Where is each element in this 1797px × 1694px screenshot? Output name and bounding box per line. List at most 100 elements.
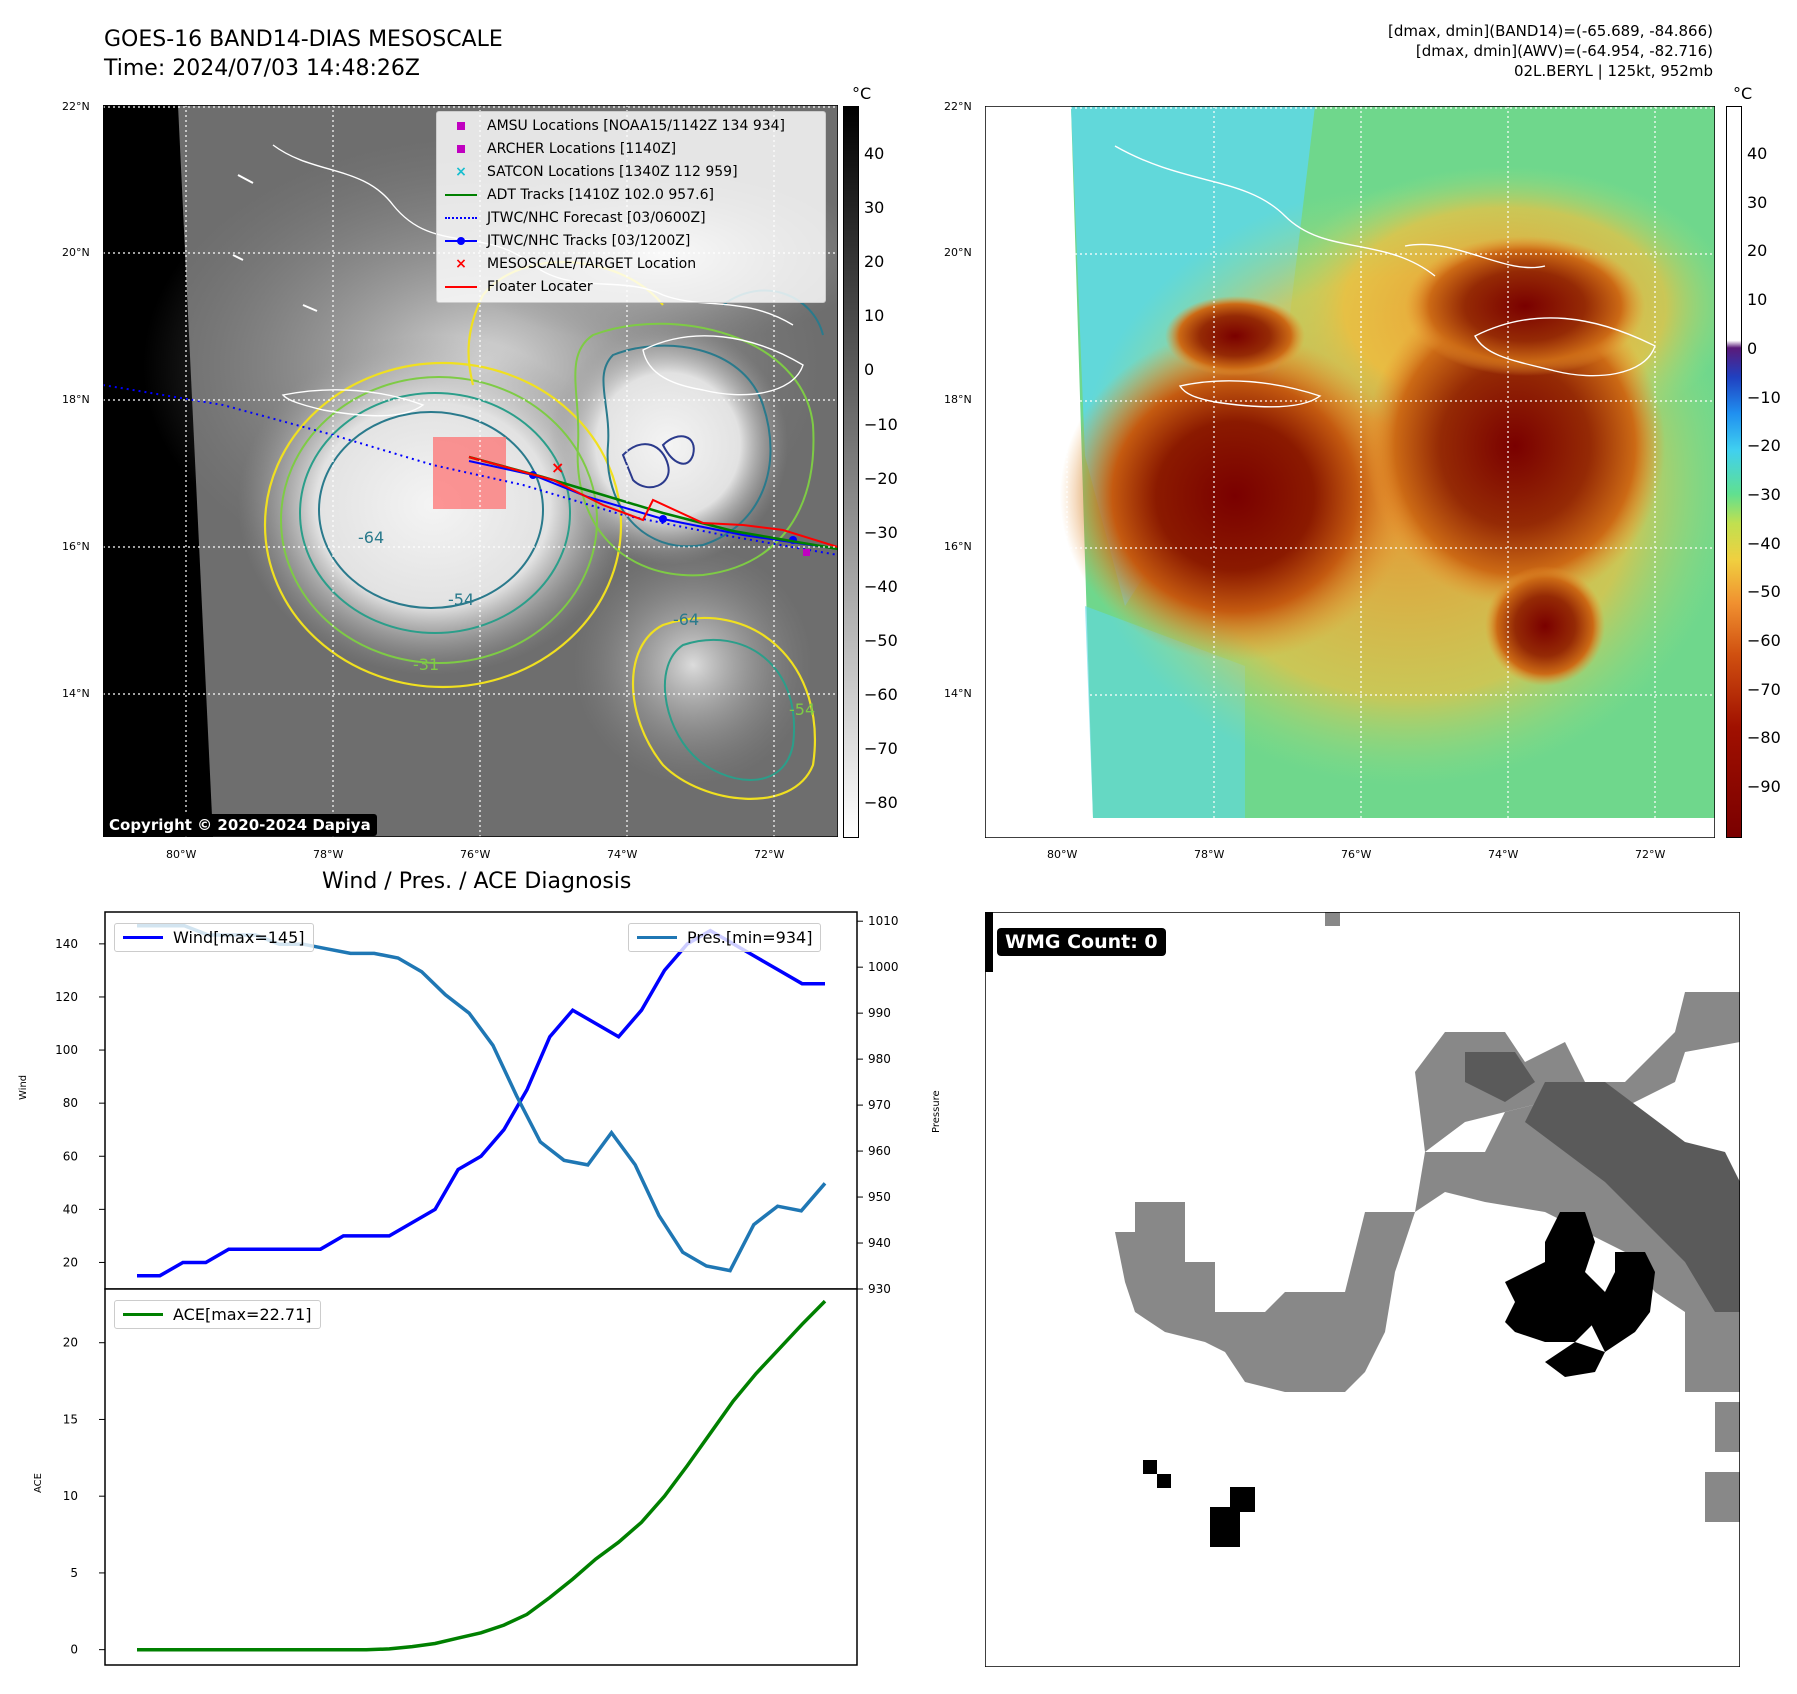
wind-legend-label: Wind[max=145] [173,928,305,947]
awv-colorbar-tick: −90 [1747,777,1781,797]
gray-colorbar-tick: −40 [864,576,898,596]
lat-tick-label: 22°N [62,100,90,113]
lat-tick-label: 16°N [944,540,972,553]
awv-colorbar-tick: −60 [1747,631,1781,650]
gray-colorbar-tick: −20 [864,468,898,488]
info-band14-range: [dmax, dmin](BAND14)=(-65.689, -84.866) [1388,22,1713,40]
pres-tick-label: 980 [868,1052,891,1066]
pres-tick-label: 990 [868,1006,891,1020]
legend-label: ADT Tracks [1410Z 102.0 957.6] [487,187,714,203]
pres-legend: Pres.[min=934] [628,923,822,952]
gray-colorbar-tick: 10 [864,306,885,326]
pres-legend-swatch [637,936,677,939]
ace-legend: ACE[max=22.71] [114,1300,321,1329]
map-legend: AMSU Locations [NOAA15/1142Z 134 934] ARC… [436,111,826,303]
legend-item: AMSU Locations [NOAA15/1142Z 134 934] [443,116,785,136]
lon-tick-label: 76°W [1341,848,1372,861]
lat-tick-label: 20°N [944,246,972,259]
contour-label: -64 [673,610,699,629]
gray-colorbar-tick: 30 [864,198,885,218]
wind-tick-label: 40 [63,1202,78,1216]
ace-tick-label: 15 [63,1412,78,1426]
contour-label: -31 [413,655,439,674]
awv-colorbar [1726,106,1742,838]
ace-line [137,1299,827,1652]
awv-colorbar-tick: −10 [1747,387,1781,407]
ace-tick-label: 0 [70,1643,78,1657]
ace-legend-swatch [123,1313,163,1316]
gray-colorbar-tick: 0 [864,360,875,380]
gray-colorbar-tick: 20 [864,252,885,272]
legend-marker [443,187,479,203]
awv-colorbar-tick: −50 [1747,582,1781,602]
legend-item: ARCHER Locations [1140Z] [443,139,676,159]
awv-colorbar-tick: −70 [1747,679,1781,699]
legend-label: JTWC/NHC Forecast [03/0600Z] [487,210,706,226]
awv-colorbar-unit: °C [1733,84,1753,103]
legend-item: × MESOSCALE/TARGET Location [443,254,696,274]
lon-tick-label: 72°W [754,848,785,861]
lat-tick-label: 22°N [944,100,972,113]
awv-colorbar-tick: 30 [1747,192,1768,212]
lat-tick-label: 20°N [62,246,90,259]
legend-label: Floater Locater [487,279,593,295]
lon-tick-label: 74°W [1488,848,1519,861]
wind-legend-swatch [123,936,163,939]
legend-item: JTWC/NHC Forecast [03/0600Z] [443,208,706,228]
legend-label: ARCHER Locations [1140Z] [487,141,677,157]
pres-tick-label: 950 [868,1190,891,1204]
awv-colorbar-tick: 40 [1747,144,1768,163]
awv-colorbar-tick: −30 [1747,484,1781,504]
figure-title-line1: GOES-16 BAND14-DIAS MESOSCALE [104,27,503,52]
legend-marker [443,279,479,295]
gray-colorbar-unit: °C [852,84,872,103]
legend-item: × SATCON Locations [1340Z 112 959] [443,162,738,182]
lon-tick-label: 78°W [1194,848,1225,861]
legend-label: AMSU Locations [NOAA15/1142Z 134 934] [487,118,786,134]
gray-colorbar-tick: 40 [864,144,885,163]
gray-colorbar-tick: −50 [864,630,898,650]
ace-tick-label: 5 [70,1566,78,1580]
awv-map [985,106,1715,838]
awv-colorbar-tick: −40 [1747,533,1781,553]
gray-colorbar-tick: −60 [864,685,898,704]
gray-colorbar-tick: −70 [864,739,898,759]
pres-tick-label: 960 [868,1144,891,1158]
pres-legend-label: Pres.[min=934] [687,928,813,947]
lon-tick-label: 76°W [460,848,491,861]
legend-marker [443,233,479,249]
info-storm: 02L.BERYL | 125kt, 952mb [1513,62,1713,80]
ace-tick-label: 20 [63,1336,78,1350]
awv-colorbar-tick: −80 [1747,728,1781,748]
awv-colorbar-tick: 10 [1747,290,1768,310]
lon-tick-label: 72°W [1635,848,1666,861]
copyright-badge: Copyright © 2020-2024 Dapiya [103,814,377,836]
lat-tick-label: 18°N [944,393,972,406]
contour-label: -54 [789,700,815,719]
legend-marker [443,141,479,157]
wind-tick-label: 80 [63,1096,78,1110]
legend-marker [443,210,479,226]
legend-label: MESOSCALE/TARGET Location [487,256,697,272]
legend-item: ADT Tracks [1410Z 102.0 957.6] [443,185,714,205]
lon-tick-label: 80°W [1047,848,1078,861]
wmg-panel [985,912,1740,1667]
lon-tick-label: 74°W [607,848,638,861]
legend-marker [443,118,479,134]
gray-colorbar-tick: −80 [864,793,898,813]
figure-title-line2: Time: 2024/07/03 14:48:26Z [104,56,420,81]
wind-tick-label: 100 [55,1043,78,1057]
lat-tick-label: 14°N [944,687,972,700]
legend-label: SATCON Locations [1340Z 112 959] [487,164,738,180]
diagnosis-title: Wind / Pres. / ACE Diagnosis [322,869,632,894]
awv-colorbar-tick: 0 [1747,338,1758,358]
pres-tick-label: 970 [868,1098,891,1112]
gray-colorbar-tick: −30 [864,522,898,542]
pres-tick-label: 1000 [868,960,899,974]
contour-label: -54 [448,590,474,609]
pres-tick-label: 1010 [868,914,899,928]
gray-colorbar [843,106,859,838]
wind-tick-label: 140 [55,937,78,951]
ace-tick-label: 10 [63,1489,78,1503]
